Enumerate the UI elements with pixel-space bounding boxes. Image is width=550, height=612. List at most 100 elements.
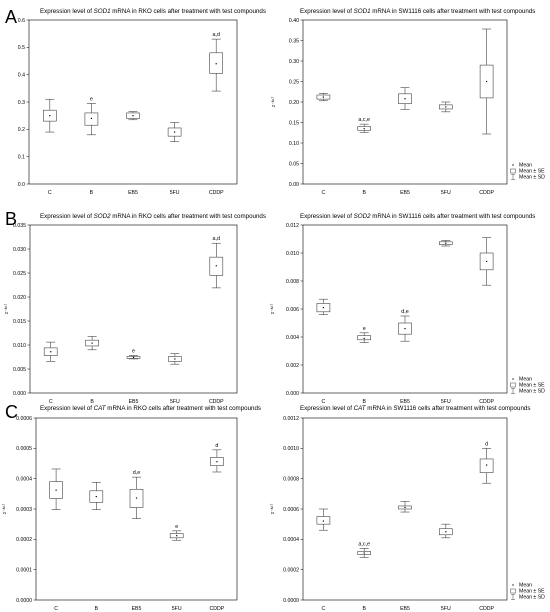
y-tick-label: 0.1 [18, 154, 25, 160]
y-tick-label: 0.3 [18, 100, 25, 106]
se-box [84, 112, 99, 126]
title-part: Expression level of [300, 8, 354, 15]
panel-letter-b: B [5, 209, 17, 229]
mean-point [90, 117, 92, 119]
significance-label: a,c,e [358, 541, 370, 547]
box-CDDP: CDDP [479, 237, 494, 405]
y-tick-label: 0.010 [286, 251, 299, 257]
title-part: Expression level of [40, 213, 94, 220]
box-EB5: EB5 d,e [398, 309, 412, 405]
y-tick-label: 0.000 [286, 391, 299, 397]
title-part: mRNA in SW1116 cells after treatment wit… [366, 405, 531, 412]
box-C: C [316, 508, 331, 612]
significance-label: e [132, 349, 135, 355]
mean-point [404, 506, 406, 509]
box-C: C [43, 341, 58, 405]
x-tick-label: EB5 [400, 190, 410, 196]
y-tick-label: 0.0010 [283, 446, 299, 452]
box-CDDP: CDDP a,d [209, 32, 224, 196]
box-CDDP: CDDP [479, 28, 494, 196]
y-tick-label: 0.05 [289, 161, 299, 167]
title-part: SOD2 [94, 213, 111, 220]
y-tick-label: 0.030 [13, 247, 26, 253]
significance-label: a,c,e [358, 117, 370, 123]
title-part: mRNA in RKO cells after treatment with t… [111, 213, 266, 220]
x-tick-label: B [90, 399, 94, 405]
chart-A-right: Expression level of SOD1 mRNA in SW1116 … [271, 8, 545, 196]
y-tick-label: 0.0004 [16, 476, 32, 482]
box-B: Ba,c,e [357, 117, 372, 196]
mean-point [95, 495, 97, 498]
box-B: B [85, 336, 99, 405]
legend-se-marker [510, 168, 516, 174]
mean-point [486, 260, 488, 262]
mean-point [404, 328, 406, 330]
mean-point [216, 461, 218, 463]
legend-mean-marker [512, 164, 514, 166]
box-B: B [89, 482, 104, 612]
box-CDDP: CDDP d [210, 443, 225, 612]
mean-point [91, 342, 93, 344]
mean-point [322, 96, 324, 98]
box-C: C [49, 468, 63, 612]
y-tick-label: 0.20 [289, 100, 299, 106]
y-tick-label: 0.0000 [283, 598, 299, 604]
x-tick-label: B [362, 190, 366, 196]
title-part: Expression level of [40, 405, 94, 412]
y-tick-label: 0.006 [286, 307, 299, 313]
title-part: CAT [354, 405, 367, 412]
mean-point [486, 80, 488, 83]
x-tick-label: CDDP [209, 190, 224, 196]
y-tick-label: 0.0005 [16, 446, 32, 452]
y-tick-label: 0.000 [13, 391, 26, 397]
legend-sd-label: Mean ± SD [519, 175, 545, 181]
y-tick-label: 0.0004 [283, 537, 299, 543]
mean-point [174, 131, 176, 133]
x-tick-label: CDDP [210, 606, 225, 612]
x-tick-label: EB5 [129, 399, 139, 405]
y-tick-label: 0.012 [286, 223, 299, 229]
y-axis-label: 2⁻ᴬᶜᵀ [2, 504, 7, 515]
box-C: C [316, 93, 331, 196]
panel-letter-c: C [5, 402, 18, 422]
legend-mean-marker [512, 584, 514, 586]
box-5FU: 5FU [168, 353, 182, 405]
box-5FU: 5FU [438, 523, 453, 612]
legend-se-marker [510, 588, 516, 594]
significance-label: a,d [212, 32, 220, 38]
legend-se-label: Mean ± SE [519, 383, 545, 389]
mean-point [176, 535, 178, 537]
significance-label: a,d [213, 236, 221, 242]
box-B: Ba,c,e [357, 541, 372, 612]
significance-label: d,e [401, 309, 409, 315]
box-B: Be [84, 96, 99, 196]
mean-point [322, 307, 324, 309]
x-tick-label: EB5 [132, 606, 142, 612]
mean-point [363, 337, 365, 339]
box-CDDP: CDDP a,d [209, 236, 224, 405]
mean-point [49, 115, 51, 117]
y-tick-label: 0.015 [13, 319, 26, 325]
y-tick-label: 0.0 [18, 182, 25, 188]
y-tick-label: 0.005 [13, 367, 26, 373]
mean-point [404, 98, 406, 100]
y-tick-label: 0.035 [13, 223, 26, 229]
mean-point [363, 552, 365, 554]
title-part: Expression level of [300, 213, 354, 220]
panel-letter-a: A [5, 7, 17, 27]
mean-point [50, 351, 52, 353]
y-tick-label: 0.2 [18, 127, 25, 133]
y-tick-label: 0.4 [18, 72, 25, 78]
x-tick-label: C [54, 606, 58, 612]
chart-C-left: Expression level of CAT mRNA in RKO cell… [2, 405, 261, 612]
chart-title: Expression level of SOD1 mRNA in SW1116 … [300, 8, 535, 15]
mean-point [132, 115, 134, 117]
box-5FU: 5FU [438, 240, 453, 405]
box-EB5: EB5 [398, 501, 412, 612]
significance-label: e [175, 524, 178, 530]
y-tick-label: 0.30 [289, 59, 299, 65]
x-tick-label: 5FU [170, 190, 180, 196]
legend-mean-label: Mean [519, 163, 532, 169]
box-C: C [316, 298, 331, 405]
